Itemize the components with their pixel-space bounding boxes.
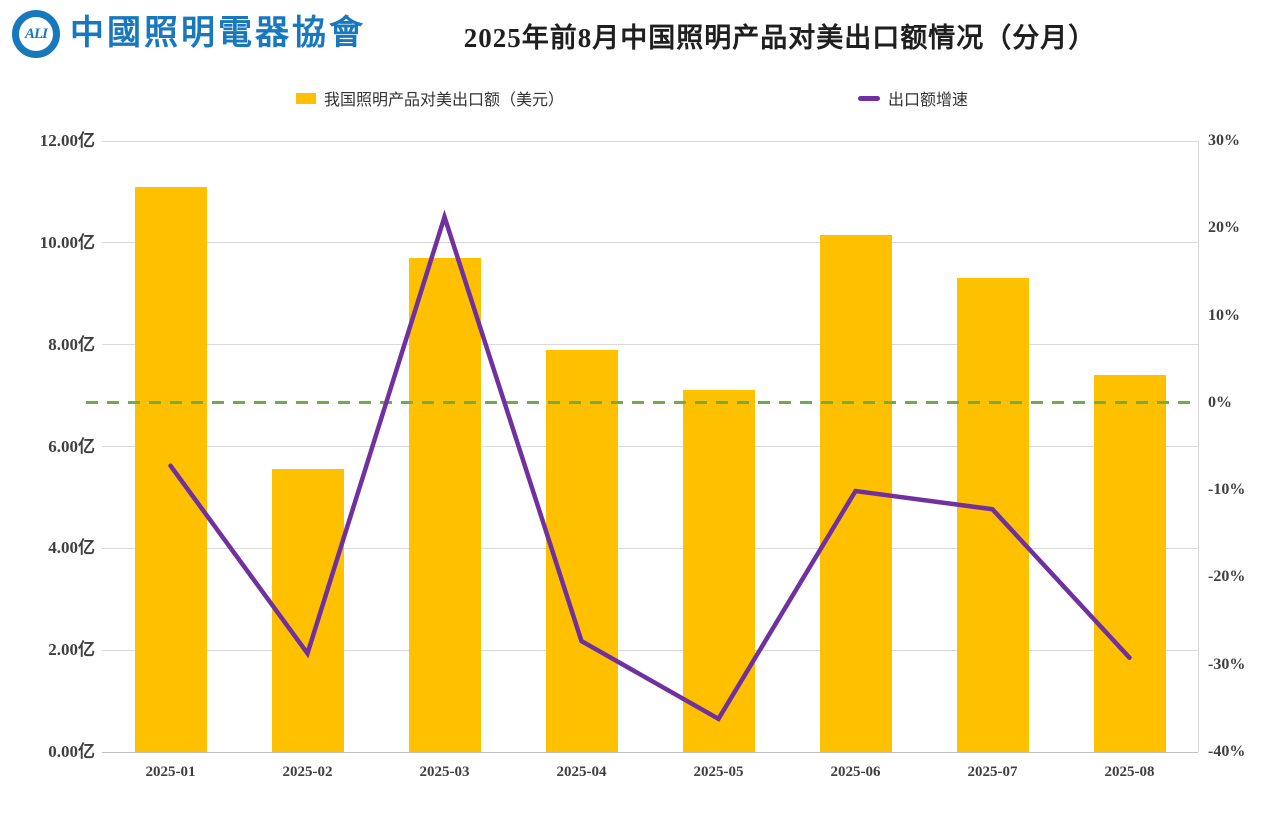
growth-line-layer	[168, 209, 1132, 722]
y-axis-label-left: 12.00亿	[39, 131, 95, 150]
y-axis-label-right: -40%	[1208, 743, 1246, 760]
y-axis-label-left: 6.00亿	[48, 436, 95, 456]
bar-2025-02	[271, 469, 344, 752]
y-axis-label-right: 10%	[1208, 306, 1240, 324]
x-axis-label: 2025-04	[556, 764, 607, 780]
cali-logo-circle-icon: ALI	[12, 10, 60, 58]
x-axis-label: 2025-06	[830, 764, 881, 780]
bar-2025-03	[408, 258, 481, 752]
x-axis-label: 2025-08	[1104, 764, 1155, 780]
x-axis-label: 2025-07	[967, 764, 1018, 780]
y-axis-label-left: 10.00亿	[39, 232, 95, 252]
bar-2025-07	[956, 278, 1029, 752]
y-axis-label-right: 30%	[1208, 132, 1240, 149]
x-axis-line	[102, 751, 1198, 753]
y-axis-label-right: 0%	[1208, 393, 1232, 411]
cali-logo-text: ALI	[24, 25, 48, 42]
y-axis-label-right: 20%	[1208, 219, 1240, 237]
legend-item-growth-rate: 出口额增速	[858, 86, 968, 110]
chart-title: 2025年前8月中国照明产品对美出口额情况（分月）	[463, 23, 1097, 53]
right-axis-line	[1198, 141, 1199, 752]
y-axis-label-left: 8.00亿	[48, 334, 95, 354]
gridline	[102, 446, 1198, 447]
growth-line	[168, 209, 1132, 722]
gridline	[102, 242, 1198, 244]
gridline	[102, 344, 1198, 346]
gridline	[102, 140, 1198, 142]
x-axis-label: 2025-01	[145, 764, 196, 780]
line-series-swatch-icon	[858, 95, 880, 101]
legend-item-export-value: 我国照明产品对美出口额（美元）	[296, 86, 564, 110]
y-axis-label-left: 2.00亿	[48, 640, 95, 660]
gridline	[102, 547, 1198, 549]
legend-bar-label: 我国照明产品对美出口额（美元）	[324, 92, 565, 109]
y-axis-label-right: -10%	[1208, 481, 1246, 499]
y-axis-label-right: -30%	[1208, 655, 1246, 673]
org-name-calligraphy: 中國照明電器協會	[70, 15, 366, 52]
bar-series-swatch-icon	[296, 92, 316, 104]
bar-2025-05	[682, 390, 755, 752]
gridline	[102, 649, 1198, 651]
y-axis-label-left: 4.00亿	[48, 538, 95, 558]
legend-line-label: 出口额增速	[888, 92, 969, 109]
cali-logo: ALI 中國照明電器協會	[12, 10, 366, 58]
bar-2025-08	[1093, 375, 1166, 752]
y-axis-label-right: -20%	[1208, 568, 1246, 586]
x-axis-label: 2025-02	[282, 764, 333, 780]
x-axis-label: 2025-03	[419, 764, 470, 780]
y-axis-label-left: 0.00亿	[48, 742, 95, 761]
zero-reference-line	[86, 401, 1198, 405]
x-axis-label: 2025-05	[693, 764, 744, 780]
bar-2025-04	[545, 349, 618, 752]
